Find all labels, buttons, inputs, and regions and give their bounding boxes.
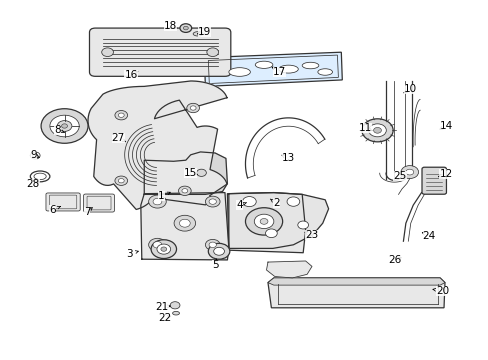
Polygon shape — [228, 193, 328, 248]
Ellipse shape — [317, 69, 332, 75]
Circle shape — [209, 199, 216, 204]
FancyBboxPatch shape — [89, 28, 230, 76]
Circle shape — [115, 176, 127, 185]
Circle shape — [265, 229, 277, 238]
Circle shape — [206, 48, 218, 57]
Polygon shape — [227, 193, 305, 253]
Ellipse shape — [193, 32, 203, 36]
Text: 11: 11 — [358, 123, 372, 133]
Circle shape — [373, 127, 381, 133]
Polygon shape — [266, 261, 311, 278]
Text: 26: 26 — [387, 255, 401, 265]
Circle shape — [148, 195, 166, 208]
Text: 9: 9 — [30, 150, 37, 160]
Circle shape — [242, 197, 256, 207]
Circle shape — [33, 154, 38, 157]
Circle shape — [102, 48, 113, 57]
Circle shape — [115, 111, 127, 120]
Polygon shape — [141, 193, 228, 260]
Circle shape — [118, 179, 124, 183]
Text: 14: 14 — [438, 121, 452, 131]
Text: 25: 25 — [392, 171, 406, 181]
Ellipse shape — [302, 62, 318, 69]
Ellipse shape — [228, 68, 250, 76]
Circle shape — [157, 244, 170, 254]
Text: 24: 24 — [422, 231, 435, 241]
Circle shape — [148, 238, 166, 251]
Ellipse shape — [278, 65, 298, 73]
Text: 19: 19 — [197, 27, 211, 37]
Text: 12: 12 — [438, 168, 452, 179]
Circle shape — [153, 242, 162, 248]
Text: 28: 28 — [26, 179, 40, 189]
Circle shape — [209, 242, 216, 248]
Text: 2: 2 — [272, 198, 279, 208]
Text: 13: 13 — [281, 153, 295, 163]
Ellipse shape — [172, 311, 179, 315]
Circle shape — [180, 24, 191, 32]
FancyBboxPatch shape — [46, 193, 80, 211]
Circle shape — [368, 124, 386, 137]
Circle shape — [405, 169, 413, 175]
Text: 16: 16 — [124, 70, 138, 80]
Polygon shape — [144, 152, 227, 194]
Text: 8: 8 — [54, 125, 61, 135]
Circle shape — [254, 214, 273, 229]
Polygon shape — [267, 278, 444, 285]
Polygon shape — [267, 278, 444, 308]
Text: 27: 27 — [111, 132, 125, 143]
FancyBboxPatch shape — [83, 194, 114, 212]
Circle shape — [260, 219, 267, 224]
Circle shape — [183, 26, 188, 30]
Ellipse shape — [255, 61, 272, 68]
Text: 17: 17 — [272, 67, 286, 77]
Ellipse shape — [30, 171, 50, 182]
Text: 4: 4 — [236, 200, 243, 210]
Text: 20: 20 — [435, 286, 448, 296]
Text: 7: 7 — [83, 207, 90, 217]
Circle shape — [297, 221, 308, 229]
Circle shape — [208, 243, 229, 259]
Circle shape — [151, 240, 176, 258]
Text: 5: 5 — [211, 260, 218, 270]
Text: 21: 21 — [155, 302, 169, 312]
Text: 18: 18 — [163, 21, 177, 31]
Circle shape — [30, 152, 40, 159]
Circle shape — [57, 121, 72, 131]
Circle shape — [61, 124, 67, 128]
Polygon shape — [204, 52, 342, 86]
FancyBboxPatch shape — [421, 167, 446, 194]
Circle shape — [170, 302, 180, 309]
Circle shape — [153, 198, 162, 205]
Circle shape — [186, 103, 199, 113]
Circle shape — [182, 189, 187, 193]
Text: 23: 23 — [305, 230, 318, 240]
Circle shape — [205, 239, 220, 250]
Circle shape — [41, 109, 88, 143]
Text: 10: 10 — [404, 84, 416, 94]
Polygon shape — [88, 81, 226, 210]
Circle shape — [213, 247, 224, 255]
Text: 1: 1 — [158, 191, 164, 201]
Text: 3: 3 — [126, 249, 133, 259]
Circle shape — [174, 215, 195, 231]
Circle shape — [196, 169, 206, 176]
Circle shape — [205, 196, 220, 207]
Circle shape — [179, 219, 190, 227]
Circle shape — [190, 106, 196, 110]
Circle shape — [50, 115, 79, 137]
Circle shape — [118, 113, 124, 117]
Circle shape — [286, 197, 299, 206]
Circle shape — [245, 208, 282, 235]
Text: 6: 6 — [49, 204, 56, 215]
Circle shape — [161, 247, 166, 251]
Text: 22: 22 — [158, 312, 172, 323]
Circle shape — [178, 186, 191, 195]
Ellipse shape — [34, 173, 46, 180]
Text: 15: 15 — [183, 168, 197, 178]
Circle shape — [361, 119, 392, 142]
Circle shape — [400, 166, 418, 179]
